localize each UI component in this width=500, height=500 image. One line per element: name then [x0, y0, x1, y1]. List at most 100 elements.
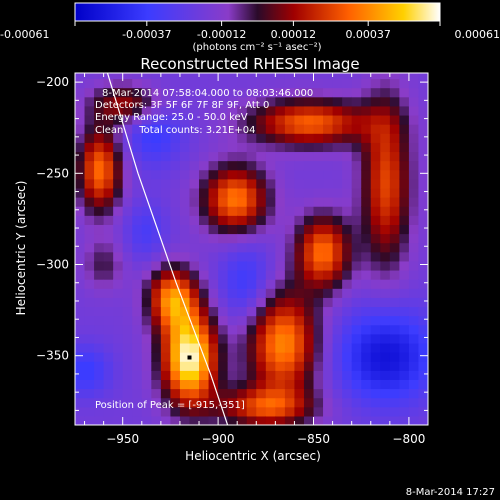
heatmap-cell	[199, 279, 210, 289]
heatmap-cell	[94, 206, 105, 216]
heatmap-cell	[332, 297, 343, 308]
heatmap-cell	[141, 73, 152, 80]
heatmap-cell	[132, 178, 143, 189]
heatmap-cell	[237, 297, 248, 308]
heatmap-cell	[265, 315, 276, 326]
heatmap-cell	[122, 260, 133, 271]
heatmap-cell	[265, 388, 276, 399]
heatmap-cell	[113, 288, 124, 298]
heatmap-cell	[122, 215, 133, 225]
heatmap-cell	[323, 251, 334, 262]
heatmap-cell	[170, 406, 181, 417]
heatmap-cell	[408, 160, 420, 171]
heatmap-cell	[294, 87, 305, 98]
heatmap-cell	[160, 288, 171, 298]
annotation-detectors: Detectors: 3F 5F 6F 7F 8F 9F, Att 0	[95, 100, 269, 111]
heatmap-cell	[370, 361, 381, 371]
heatmap-cell	[294, 160, 305, 171]
heatmap-cell	[256, 306, 267, 317]
heatmap-cell	[284, 233, 296, 244]
heatmap-cell	[284, 105, 296, 116]
heatmap-cell	[113, 160, 124, 171]
heatmap-cell	[408, 379, 420, 390]
heatmap-cell	[160, 415, 171, 425]
heatmap-cell	[208, 197, 219, 207]
heatmap-cell	[132, 415, 143, 425]
heatmap-cell	[208, 352, 219, 362]
heatmap-cell	[94, 187, 105, 198]
heatmap-cell	[313, 388, 324, 399]
heatmap-cell	[132, 269, 143, 280]
heatmap-cell	[151, 178, 162, 189]
heatmap-cell	[332, 288, 343, 298]
heatmap-cell	[75, 388, 86, 399]
heatmap-cell	[399, 251, 410, 262]
heatmap-cell	[75, 78, 86, 89]
heatmap-cell	[94, 160, 105, 171]
heatmap-cell	[399, 160, 410, 171]
heatmap-cell	[94, 178, 105, 189]
heatmap-cell	[227, 87, 238, 98]
heatmap-cell	[246, 169, 257, 180]
heatmap-cell	[399, 406, 410, 417]
heatmap-cell	[94, 78, 105, 89]
heatmap-cell	[389, 242, 400, 253]
heatmap-cell	[246, 352, 257, 362]
heatmap-cell	[294, 133, 305, 143]
heatmap-cell	[265, 224, 276, 235]
heatmap-cell	[265, 242, 276, 253]
heatmap-cell	[323, 315, 334, 326]
heatmap-cell	[113, 269, 124, 280]
heatmap-cell	[132, 197, 143, 207]
heatmap-cell	[132, 406, 143, 417]
heatmap-cell	[227, 169, 238, 180]
heatmap-cell	[94, 333, 105, 344]
heatmap-cell	[256, 269, 267, 280]
heatmap-cell	[256, 297, 267, 308]
heatmap-cell	[160, 297, 171, 308]
heatmap-cell	[246, 73, 257, 80]
heatmap-cell	[113, 105, 124, 116]
heatmap-cell	[399, 288, 410, 298]
heatmap-cell	[380, 151, 391, 162]
heatmap-cell	[246, 260, 257, 271]
y-tick-label: −200	[36, 75, 69, 89]
heatmap-cell	[370, 242, 381, 253]
heatmap-cell	[227, 397, 238, 408]
heatmap-cell	[389, 133, 400, 143]
heatmap-cell	[170, 297, 181, 308]
heatmap-cell	[275, 242, 286, 253]
heatmap-cell	[151, 242, 162, 253]
heatmap-cell	[399, 352, 410, 362]
heatmap-cell	[103, 242, 114, 253]
heatmap-cell	[256, 206, 267, 216]
heatmap-cell	[246, 224, 257, 235]
heatmap-cell	[141, 279, 152, 289]
heatmap-cell	[284, 242, 296, 253]
heatmap-cell	[256, 242, 267, 253]
heatmap-cell	[303, 96, 315, 107]
heatmap-cell	[284, 315, 296, 326]
heatmap-cell	[256, 352, 267, 362]
heatmap-cell	[370, 333, 381, 344]
heatmap-cell	[122, 78, 133, 89]
heatmap-cell	[313, 260, 324, 271]
heatmap-cell	[208, 187, 219, 198]
heatmap-cell	[265, 233, 276, 244]
heatmap-cell	[418, 87, 428, 98]
heatmap-cell	[361, 279, 372, 289]
heatmap-cell	[284, 197, 296, 207]
heatmap-cell	[94, 342, 105, 353]
heatmap-cell	[284, 151, 296, 162]
heatmap-cell	[389, 361, 400, 371]
heatmap-cell	[160, 233, 171, 244]
heatmap-cell	[132, 370, 143, 380]
heatmap-cell	[189, 306, 200, 317]
heatmap-cell	[170, 233, 181, 244]
heatmap-cell	[313, 224, 324, 235]
heatmap-cell	[132, 352, 143, 362]
heatmap-cell	[199, 96, 210, 107]
heatmap-cell	[408, 242, 420, 253]
heatmap-cell	[303, 206, 315, 216]
